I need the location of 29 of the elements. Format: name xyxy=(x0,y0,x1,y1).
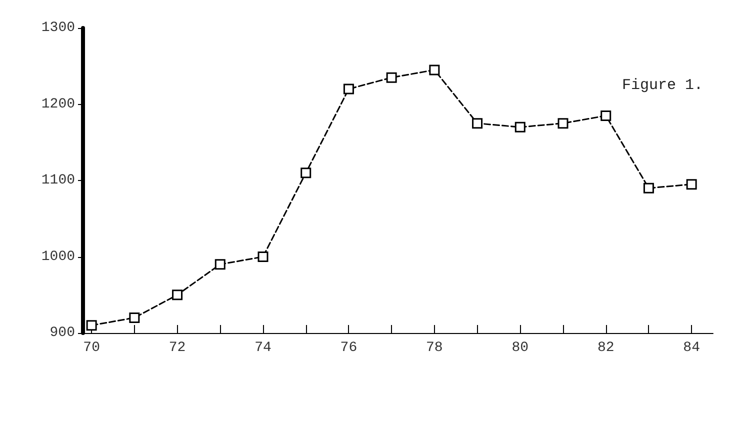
x-tick-label: 70 xyxy=(83,340,100,356)
y-tick-label: 1300 xyxy=(41,20,75,36)
point xyxy=(429,64,440,76)
point xyxy=(300,168,312,178)
point xyxy=(172,290,183,300)
x-tick-label: 72 xyxy=(168,340,186,356)
point xyxy=(386,72,397,83)
y-tick-label: 1200 xyxy=(41,96,75,112)
x-tick-label: 80 xyxy=(512,340,529,356)
x-tick-label: 74 xyxy=(254,340,272,356)
point xyxy=(643,182,654,194)
x-tick-label: 84 xyxy=(683,340,700,356)
x-tick-label: 76 xyxy=(340,340,358,356)
annotation: Figure 1. xyxy=(622,77,703,94)
y-tick-label: 1000 xyxy=(41,248,75,265)
x-tick-label: 78 xyxy=(426,340,443,356)
point xyxy=(343,84,354,94)
x-tick-label: 82 xyxy=(597,340,614,356)
point xyxy=(600,110,612,121)
point xyxy=(214,259,226,270)
y-tick-label: 900 xyxy=(50,325,75,341)
point xyxy=(472,118,483,129)
point xyxy=(129,312,140,323)
point xyxy=(686,179,697,190)
point xyxy=(86,320,97,331)
point xyxy=(258,252,268,262)
y-tick-label: 1100 xyxy=(41,172,75,188)
point xyxy=(514,122,526,132)
point xyxy=(558,118,568,129)
